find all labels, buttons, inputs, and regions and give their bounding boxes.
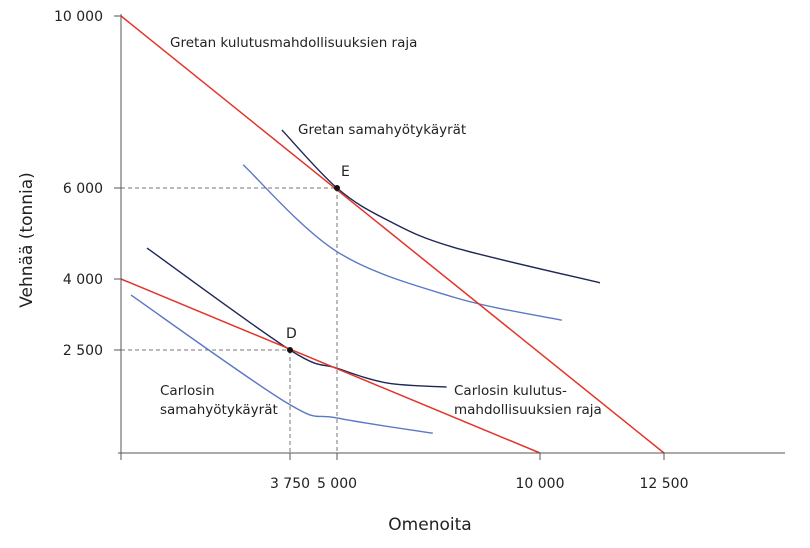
- carlos-budget-label-2: mahdollisuuksien raja: [454, 402, 602, 418]
- x-axis-label: Omenoita: [388, 515, 471, 535]
- greta-budget-label: Gretan kulutusmahdollisuuksien raja: [170, 35, 417, 51]
- greta-indifference-curve-dark: [281, 129, 601, 284]
- greta-budget-line: [120, 15, 665, 454]
- point-e: [334, 185, 340, 191]
- y-axis-label: Vehnää (tonnia): [17, 172, 37, 308]
- carlos-indiff-label-2: samahyötykäyrät: [160, 402, 278, 418]
- carlos-indifference-curve-light: [130, 294, 433, 434]
- y-tick-label: 4 000: [63, 272, 103, 288]
- greta-indifference-curve-light: [242, 164, 562, 321]
- guide-lines: [121, 187, 338, 460]
- y-tick-label: 2 500: [63, 343, 103, 359]
- carlos-indifference-curve-dark: [146, 247, 447, 388]
- x-tick-label: 10 000: [516, 476, 565, 492]
- point-d: [287, 347, 293, 353]
- x-tick-label: 5 000: [317, 476, 357, 492]
- equilibrium-points: ED: [286, 164, 350, 353]
- budget-lines: [120, 15, 665, 454]
- greta-indiff-label: Gretan samahyötykäyrät: [298, 122, 466, 138]
- carlos-budget-line: [120, 278, 541, 454]
- ticks: 3 750 5 000 10 000 12 500 2 500 4 000 6 000 10 …: [54, 9, 689, 492]
- x-tick-label: 12 500: [640, 476, 689, 492]
- carlos-indiff-label-1: Carlosin: [160, 383, 215, 399]
- point-label-e: E: [341, 164, 350, 180]
- carlos-budget-label-1: Carlosin kulutus-: [454, 383, 567, 399]
- y-tick-label: 6 000: [63, 181, 103, 197]
- indifference-curves: [130, 129, 601, 434]
- x-tick-label: 3 750: [270, 476, 310, 492]
- point-label-d: D: [286, 326, 297, 342]
- y-tick-label: 10 000: [54, 9, 103, 25]
